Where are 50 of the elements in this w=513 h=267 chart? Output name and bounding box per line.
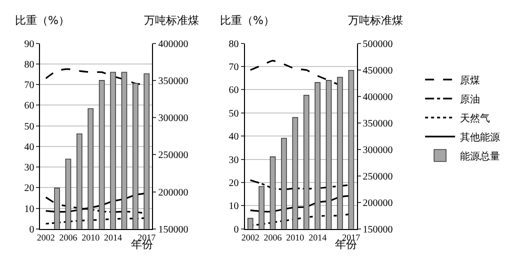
y2-tick-label: 200000 [362, 198, 393, 209]
legend-label: 天然气 [460, 112, 490, 124]
y2-tick-label: 450000 [362, 65, 393, 76]
y2-tick-label: 150000 [362, 224, 393, 236]
y-tick-label: 80 [228, 38, 239, 50]
legend-label: 原油 [460, 93, 480, 106]
y-tick-label: 70 [24, 80, 34, 92]
y-tick-label: 20 [24, 183, 34, 194]
y2-tick-label: 250000 [158, 150, 188, 162]
y2-tick-label: 250000 [362, 171, 393, 182]
y-tick-label: 20 [228, 178, 239, 190]
x-tick-label: 2006 [59, 232, 78, 243]
y-tick-label: 40 [228, 132, 239, 143]
legend-label: 能源总量 [460, 150, 500, 162]
x-tick-label: 2002 [241, 232, 260, 243]
y-tick-label: 10 [228, 201, 239, 212]
x-tick-label: 2006 [264, 232, 282, 243]
y2-axis-title: 万吨标准煤 [144, 14, 199, 27]
y2-tick-label: 300000 [362, 144, 393, 156]
x-tick-label: 2010 [286, 232, 305, 243]
y2-tick-label: 300000 [158, 113, 188, 124]
y-tick-label: 50 [228, 108, 239, 120]
y-axis-title: 比重（%） [15, 14, 70, 27]
y-tick-label: 40 [24, 142, 34, 153]
y-axis-title: 比重（%） [220, 14, 274, 27]
legend-label: 其他能源 [460, 131, 500, 144]
y-tick-label: 50 [24, 121, 34, 132]
x-tick-label: 2014 [104, 232, 123, 243]
y-tick-label: 0 [234, 224, 239, 236]
y-tick-label: 0 [29, 224, 34, 236]
y-tick-label: 90 [24, 38, 34, 50]
x-tick-label: 2010 [82, 232, 100, 243]
y2-tick-label: 400000 [362, 92, 393, 103]
y-tick-label: 80 [24, 59, 34, 70]
y2-tick-label: 150000 [158, 224, 188, 236]
y-tick-label: 60 [24, 100, 34, 112]
y2-tick-label: 350000 [158, 76, 188, 87]
y2-tick-label: 200000 [158, 187, 188, 198]
x-tick-label: 2014 [308, 232, 328, 243]
x-tick-label: 2002 [36, 232, 55, 243]
y-tick-label: 10 [24, 204, 34, 215]
y2-tick-label: 500000 [362, 38, 393, 50]
y-tick-label: 30 [24, 162, 34, 174]
y-tick-label: 70 [228, 62, 239, 74]
y2-axis-title: 万吨标准煤 [348, 14, 403, 27]
y-tick-label: 60 [228, 85, 239, 96]
legend-label: 原煤 [460, 74, 480, 86]
y-tick-label: 30 [228, 154, 239, 166]
y2-tick-label: 400000 [158, 38, 188, 50]
y2-tick-label: 350000 [362, 118, 393, 130]
